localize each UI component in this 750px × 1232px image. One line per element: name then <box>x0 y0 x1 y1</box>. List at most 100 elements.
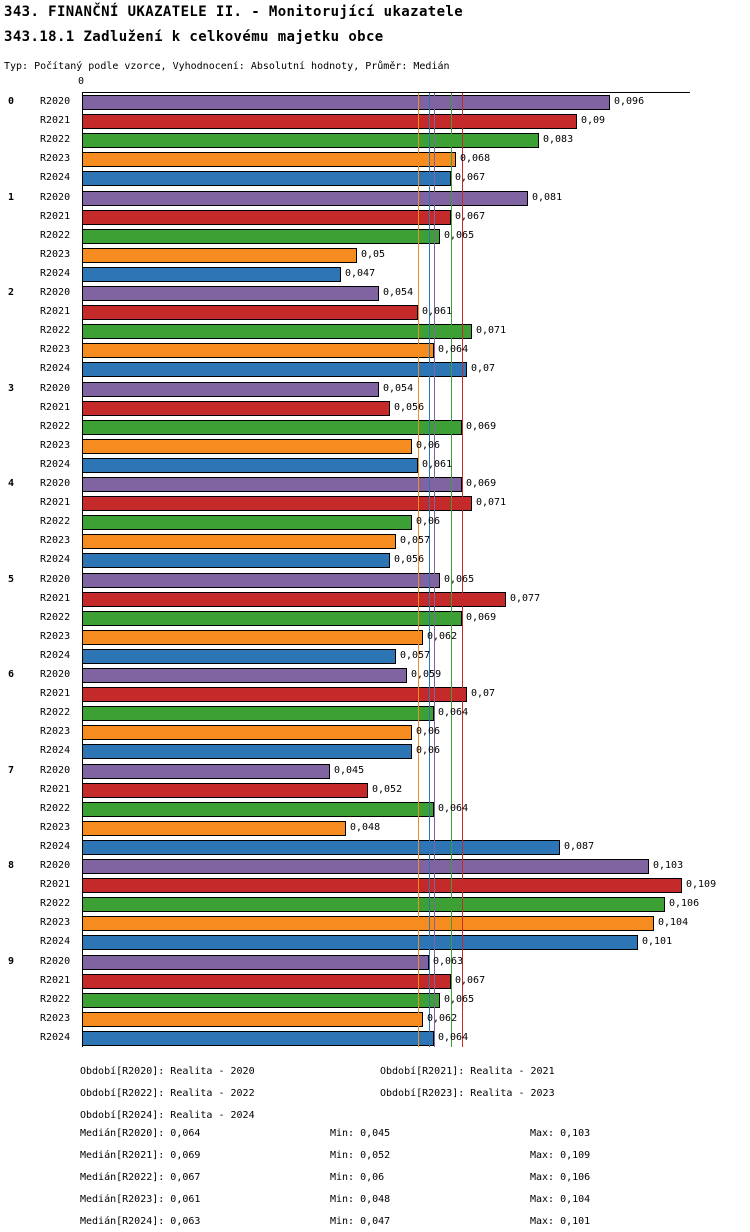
bar-value-label: 0,062 <box>427 631 458 642</box>
bar <box>82 916 654 931</box>
bar <box>82 1031 434 1046</box>
bar-value-label: 0,077 <box>510 593 541 604</box>
bar-value-label: 0,062 <box>427 1013 458 1024</box>
bar <box>82 592 506 607</box>
chart-meta: Typ: Počítaný podle vzorce, Vyhodnocení:… <box>4 61 450 72</box>
series-row-label: R2022 <box>40 612 71 623</box>
stat-median-label: Medián[R2020]: 0,064 <box>80 1128 201 1139</box>
bar <box>82 668 407 683</box>
period-legend-right: Období[R2023]: Realita - 2023 <box>380 1088 555 1099</box>
page-title: 343. FINANČNÍ UKAZATELE II. - Monitorují… <box>4 4 464 20</box>
bar-value-label: 0,065 <box>444 574 475 585</box>
bar-value-label: 0,069 <box>466 421 497 432</box>
series-row-label: R2024 <box>40 363 71 374</box>
bar-value-label: 0,05 <box>361 249 386 260</box>
period-legend-left: Období[R2024]: Realita - 2024 <box>80 1110 255 1121</box>
series-row-label: R2023 <box>40 535 71 546</box>
stat-median-label: Medián[R2023]: 0,061 <box>80 1194 201 1205</box>
bar <box>82 974 451 989</box>
group-label: 3 <box>8 383 15 394</box>
series-row-label: R2022 <box>40 325 71 336</box>
bar-value-label: 0,057 <box>400 535 431 546</box>
bar <box>82 382 379 397</box>
bar <box>82 305 418 320</box>
bar-value-label: 0,054 <box>383 287 414 298</box>
series-row-label: R2024 <box>40 745 71 756</box>
series-row-label: R2020 <box>40 287 71 298</box>
period-legend-left: Období[R2020]: Realita - 2020 <box>80 1066 255 1077</box>
group-label: 2 <box>8 287 15 298</box>
series-row-label: R2024 <box>40 268 71 279</box>
series-row-label: R2020 <box>40 860 71 871</box>
series-row-label: R2022 <box>40 516 71 527</box>
bar-value-label: 0,054 <box>383 383 414 394</box>
bar-value-label: 0,048 <box>350 822 381 833</box>
series-row-label: R2022 <box>40 994 71 1005</box>
bar-value-label: 0,056 <box>394 402 425 413</box>
stat-min-label: Min: 0,045 <box>330 1128 391 1139</box>
series-row-label: R2020 <box>40 478 71 489</box>
bar <box>82 935 638 950</box>
median-line-R2021 <box>462 93 463 1047</box>
bar-value-label: 0,06 <box>416 516 441 527</box>
series-row-label: R2022 <box>40 134 71 145</box>
group-label: 5 <box>8 574 15 585</box>
bar-value-label: 0,065 <box>444 230 475 241</box>
bar-value-label: 0,06 <box>416 745 441 756</box>
bar-value-label: 0,06 <box>416 726 441 737</box>
bar-value-label: 0,087 <box>564 841 595 852</box>
series-row-label: R2021 <box>40 497 71 508</box>
bar <box>82 649 396 664</box>
group-label: 8 <box>8 860 15 871</box>
bar <box>82 343 434 358</box>
bar-value-label: 0,069 <box>466 478 497 489</box>
bar <box>82 878 682 893</box>
bar <box>82 783 368 798</box>
bar-value-label: 0,081 <box>532 192 563 203</box>
bar <box>82 267 341 282</box>
stat-median-label: Medián[R2021]: 0,069 <box>80 1150 201 1161</box>
series-row-label: R2024 <box>40 936 71 947</box>
series-row-label: R2021 <box>40 115 71 126</box>
axis-line-left <box>82 92 83 1047</box>
series-row-label: R2021 <box>40 402 71 413</box>
stat-min-label: Min: 0,052 <box>330 1150 391 1161</box>
bar-value-label: 0,061 <box>422 459 453 470</box>
bar-value-label: 0,071 <box>476 325 507 336</box>
bar <box>82 458 418 473</box>
bar-value-label: 0,104 <box>658 917 689 928</box>
bar <box>82 191 528 206</box>
bar <box>82 993 440 1008</box>
chart-subtitle: 343.18.1 Zadlužení k celkovému majetku o… <box>4 29 384 45</box>
bar <box>82 439 412 454</box>
series-row-label: R2022 <box>40 803 71 814</box>
series-row-label: R2024 <box>40 1032 71 1043</box>
series-row-label: R2020 <box>40 192 71 203</box>
bar-value-label: 0,103 <box>653 860 684 871</box>
bar-value-label: 0,065 <box>444 994 475 1005</box>
bar <box>82 821 346 836</box>
series-row-label: R2022 <box>40 230 71 241</box>
axis-origin-label: 0 <box>78 76 85 87</box>
stat-min-label: Min: 0,047 <box>330 1216 391 1227</box>
bar-value-label: 0,067 <box>455 172 486 183</box>
bar-value-label: 0,067 <box>455 975 486 986</box>
bar <box>82 95 610 110</box>
stat-min-label: Min: 0,06 <box>330 1172 385 1183</box>
bar-value-label: 0,083 <box>543 134 574 145</box>
bar-value-label: 0,067 <box>455 211 486 222</box>
series-row-label: R2022 <box>40 707 71 718</box>
bar <box>82 362 467 377</box>
bar <box>82 152 456 167</box>
bar <box>82 802 434 817</box>
axis-line-top <box>82 92 690 93</box>
series-row-label: R2021 <box>40 879 71 890</box>
bar <box>82 1012 423 1027</box>
group-label: 1 <box>8 192 15 203</box>
bar-value-label: 0,047 <box>345 268 376 279</box>
bar <box>82 210 451 225</box>
bar <box>82 496 472 511</box>
period-legend-right: Období[R2021]: Realita - 2021 <box>380 1066 555 1077</box>
